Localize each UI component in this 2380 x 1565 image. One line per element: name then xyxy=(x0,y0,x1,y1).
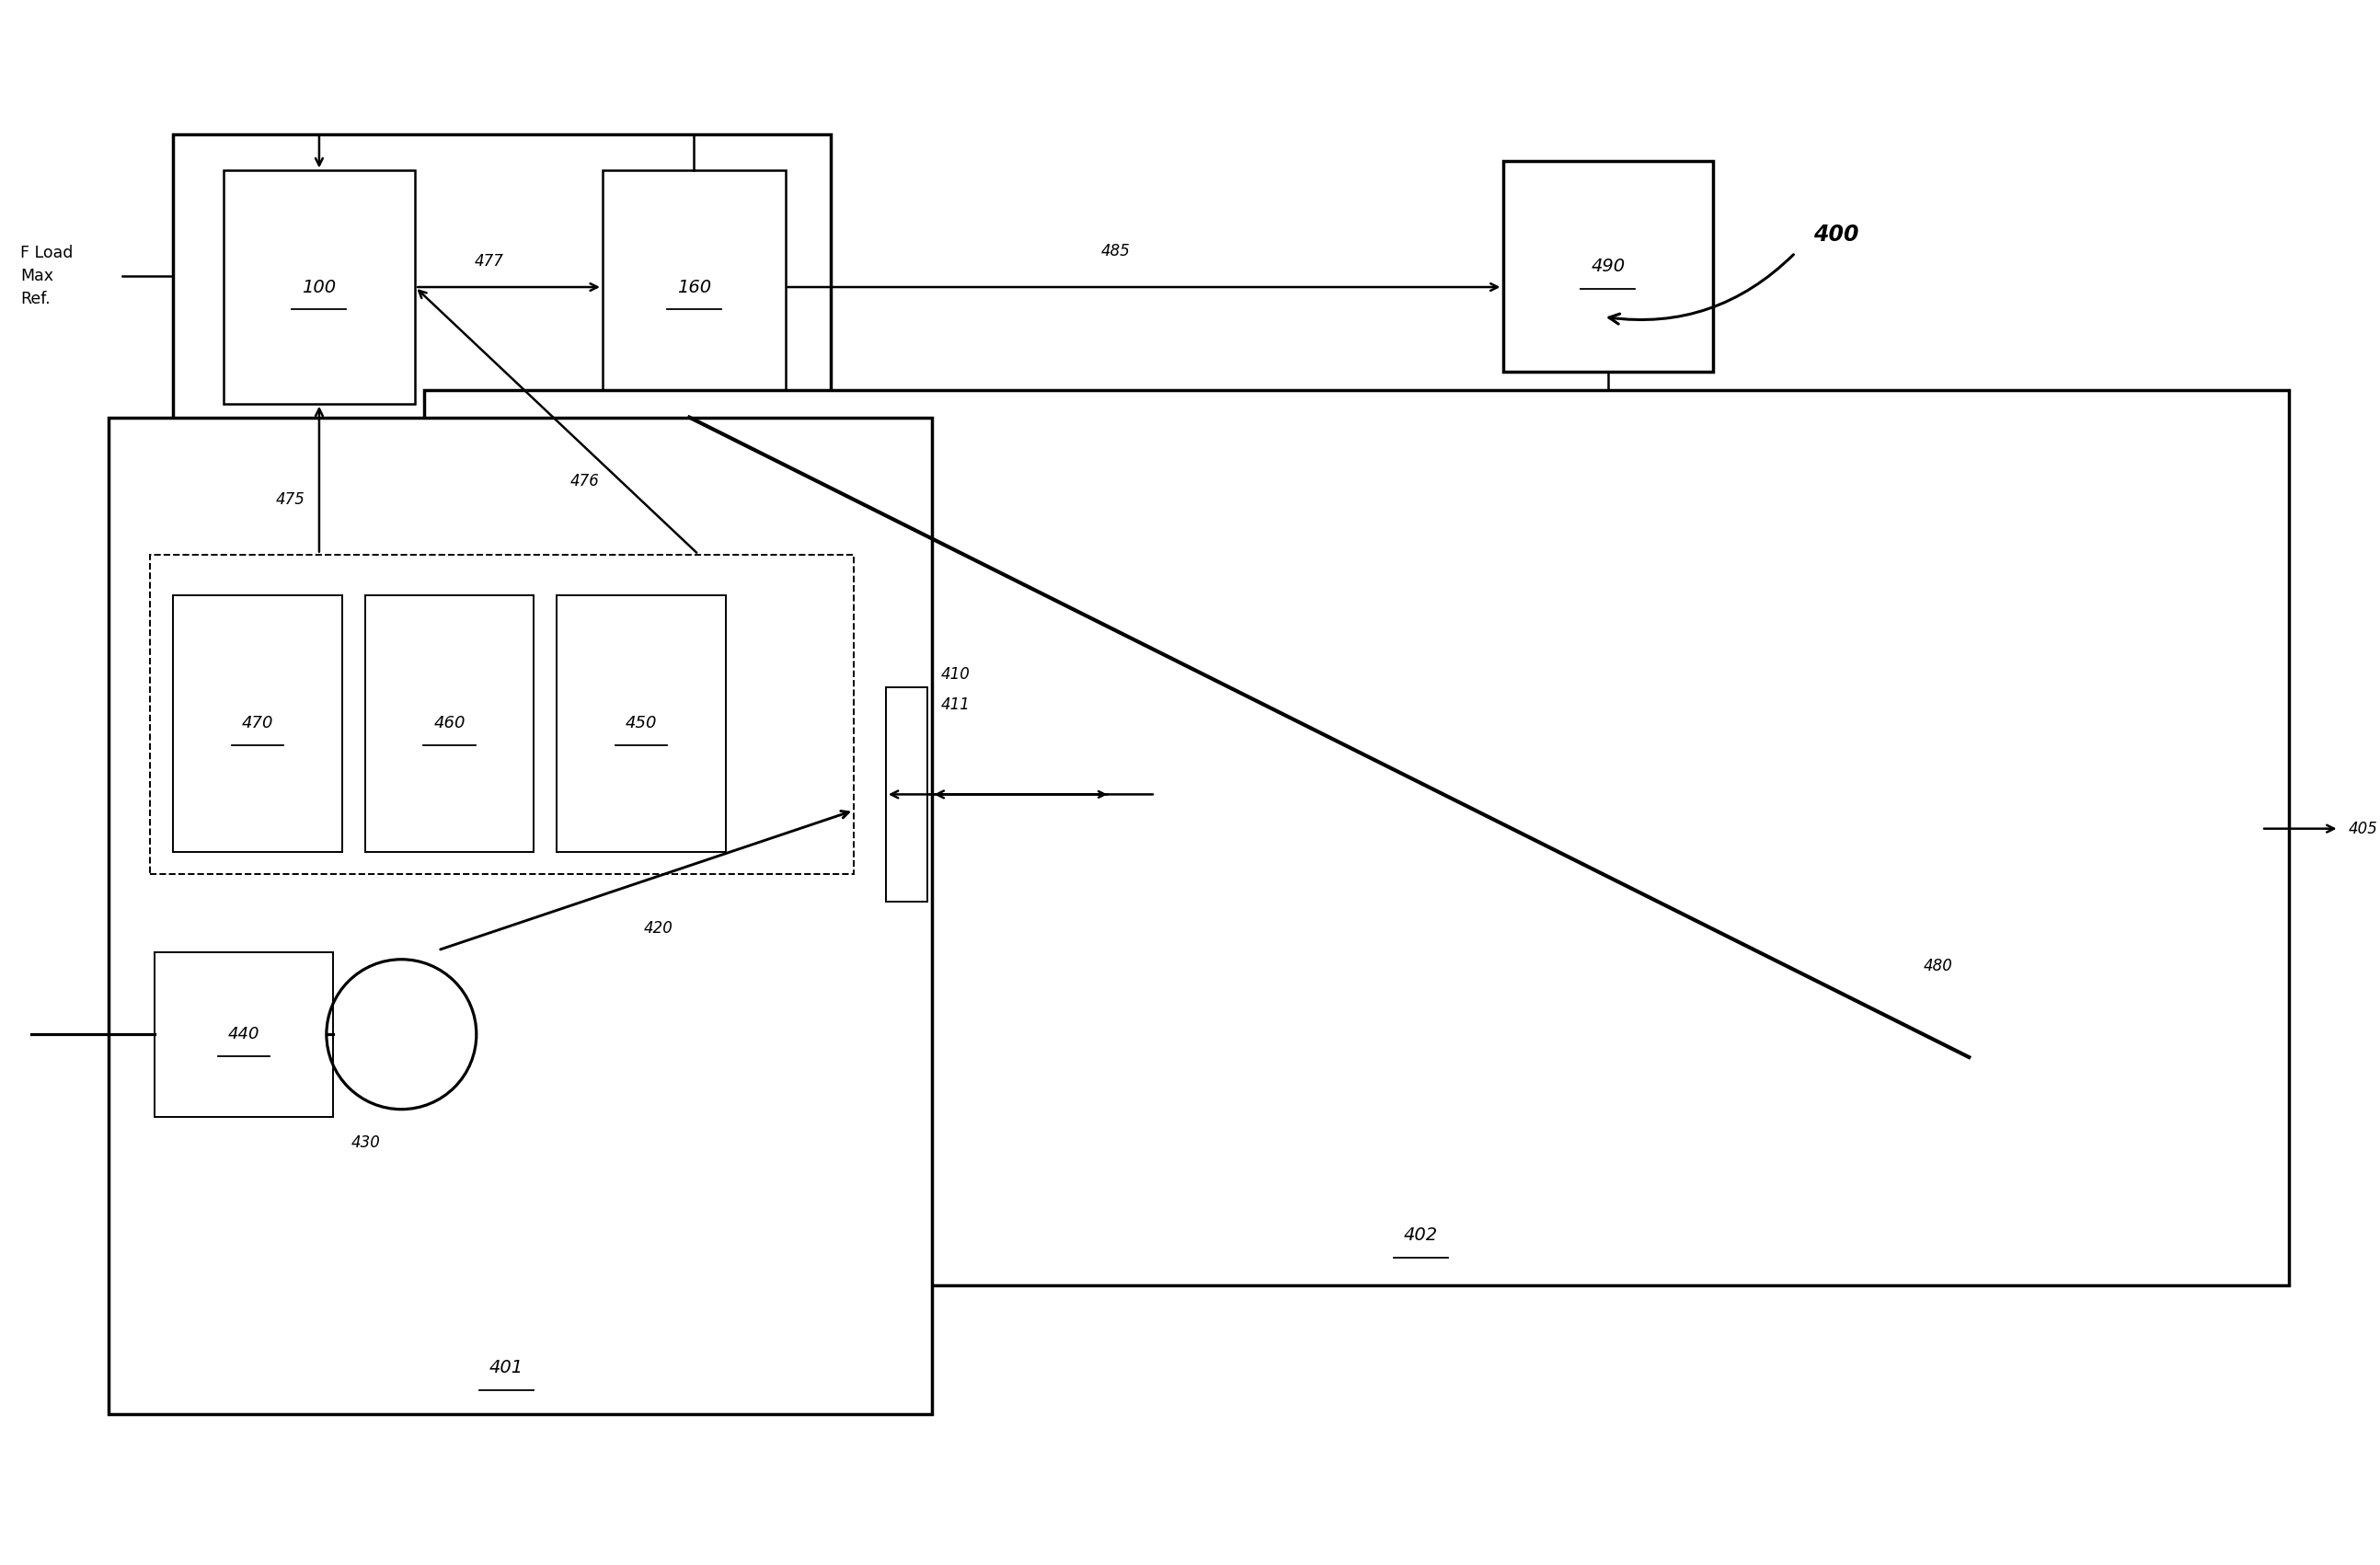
Text: 410: 410 xyxy=(940,665,971,682)
Bar xyxy=(557,596,726,851)
Text: 160: 160 xyxy=(676,279,712,296)
Bar xyxy=(602,171,785,404)
Text: 440: 440 xyxy=(228,1027,259,1042)
Bar xyxy=(150,554,854,875)
Bar xyxy=(109,418,931,1413)
Text: 402: 402 xyxy=(1404,1227,1438,1244)
Bar xyxy=(155,952,333,1116)
Bar xyxy=(885,687,926,901)
Text: 485: 485 xyxy=(1100,243,1130,260)
Text: 480: 480 xyxy=(1923,958,1952,973)
Bar xyxy=(224,171,414,404)
Text: 477: 477 xyxy=(474,254,505,269)
Text: 405: 405 xyxy=(2349,820,2378,837)
Text: 490: 490 xyxy=(1590,258,1626,275)
Text: 420: 420 xyxy=(643,920,674,936)
Bar xyxy=(1502,161,1714,371)
Bar xyxy=(174,596,343,851)
Text: 430: 430 xyxy=(352,1135,381,1152)
Text: 411: 411 xyxy=(940,696,971,712)
Text: 475: 475 xyxy=(276,491,305,509)
Text: 476: 476 xyxy=(571,473,600,490)
Text: 450: 450 xyxy=(626,715,657,732)
Text: 100: 100 xyxy=(302,279,336,296)
Bar xyxy=(174,135,831,430)
Text: 400: 400 xyxy=(1814,224,1859,246)
Bar xyxy=(364,596,533,851)
Text: 460: 460 xyxy=(433,715,464,732)
Text: 401: 401 xyxy=(490,1360,524,1377)
Bar xyxy=(424,390,2290,1286)
Text: 470: 470 xyxy=(243,715,274,732)
Text: F Load
Max
Ref.: F Load Max Ref. xyxy=(21,244,74,307)
